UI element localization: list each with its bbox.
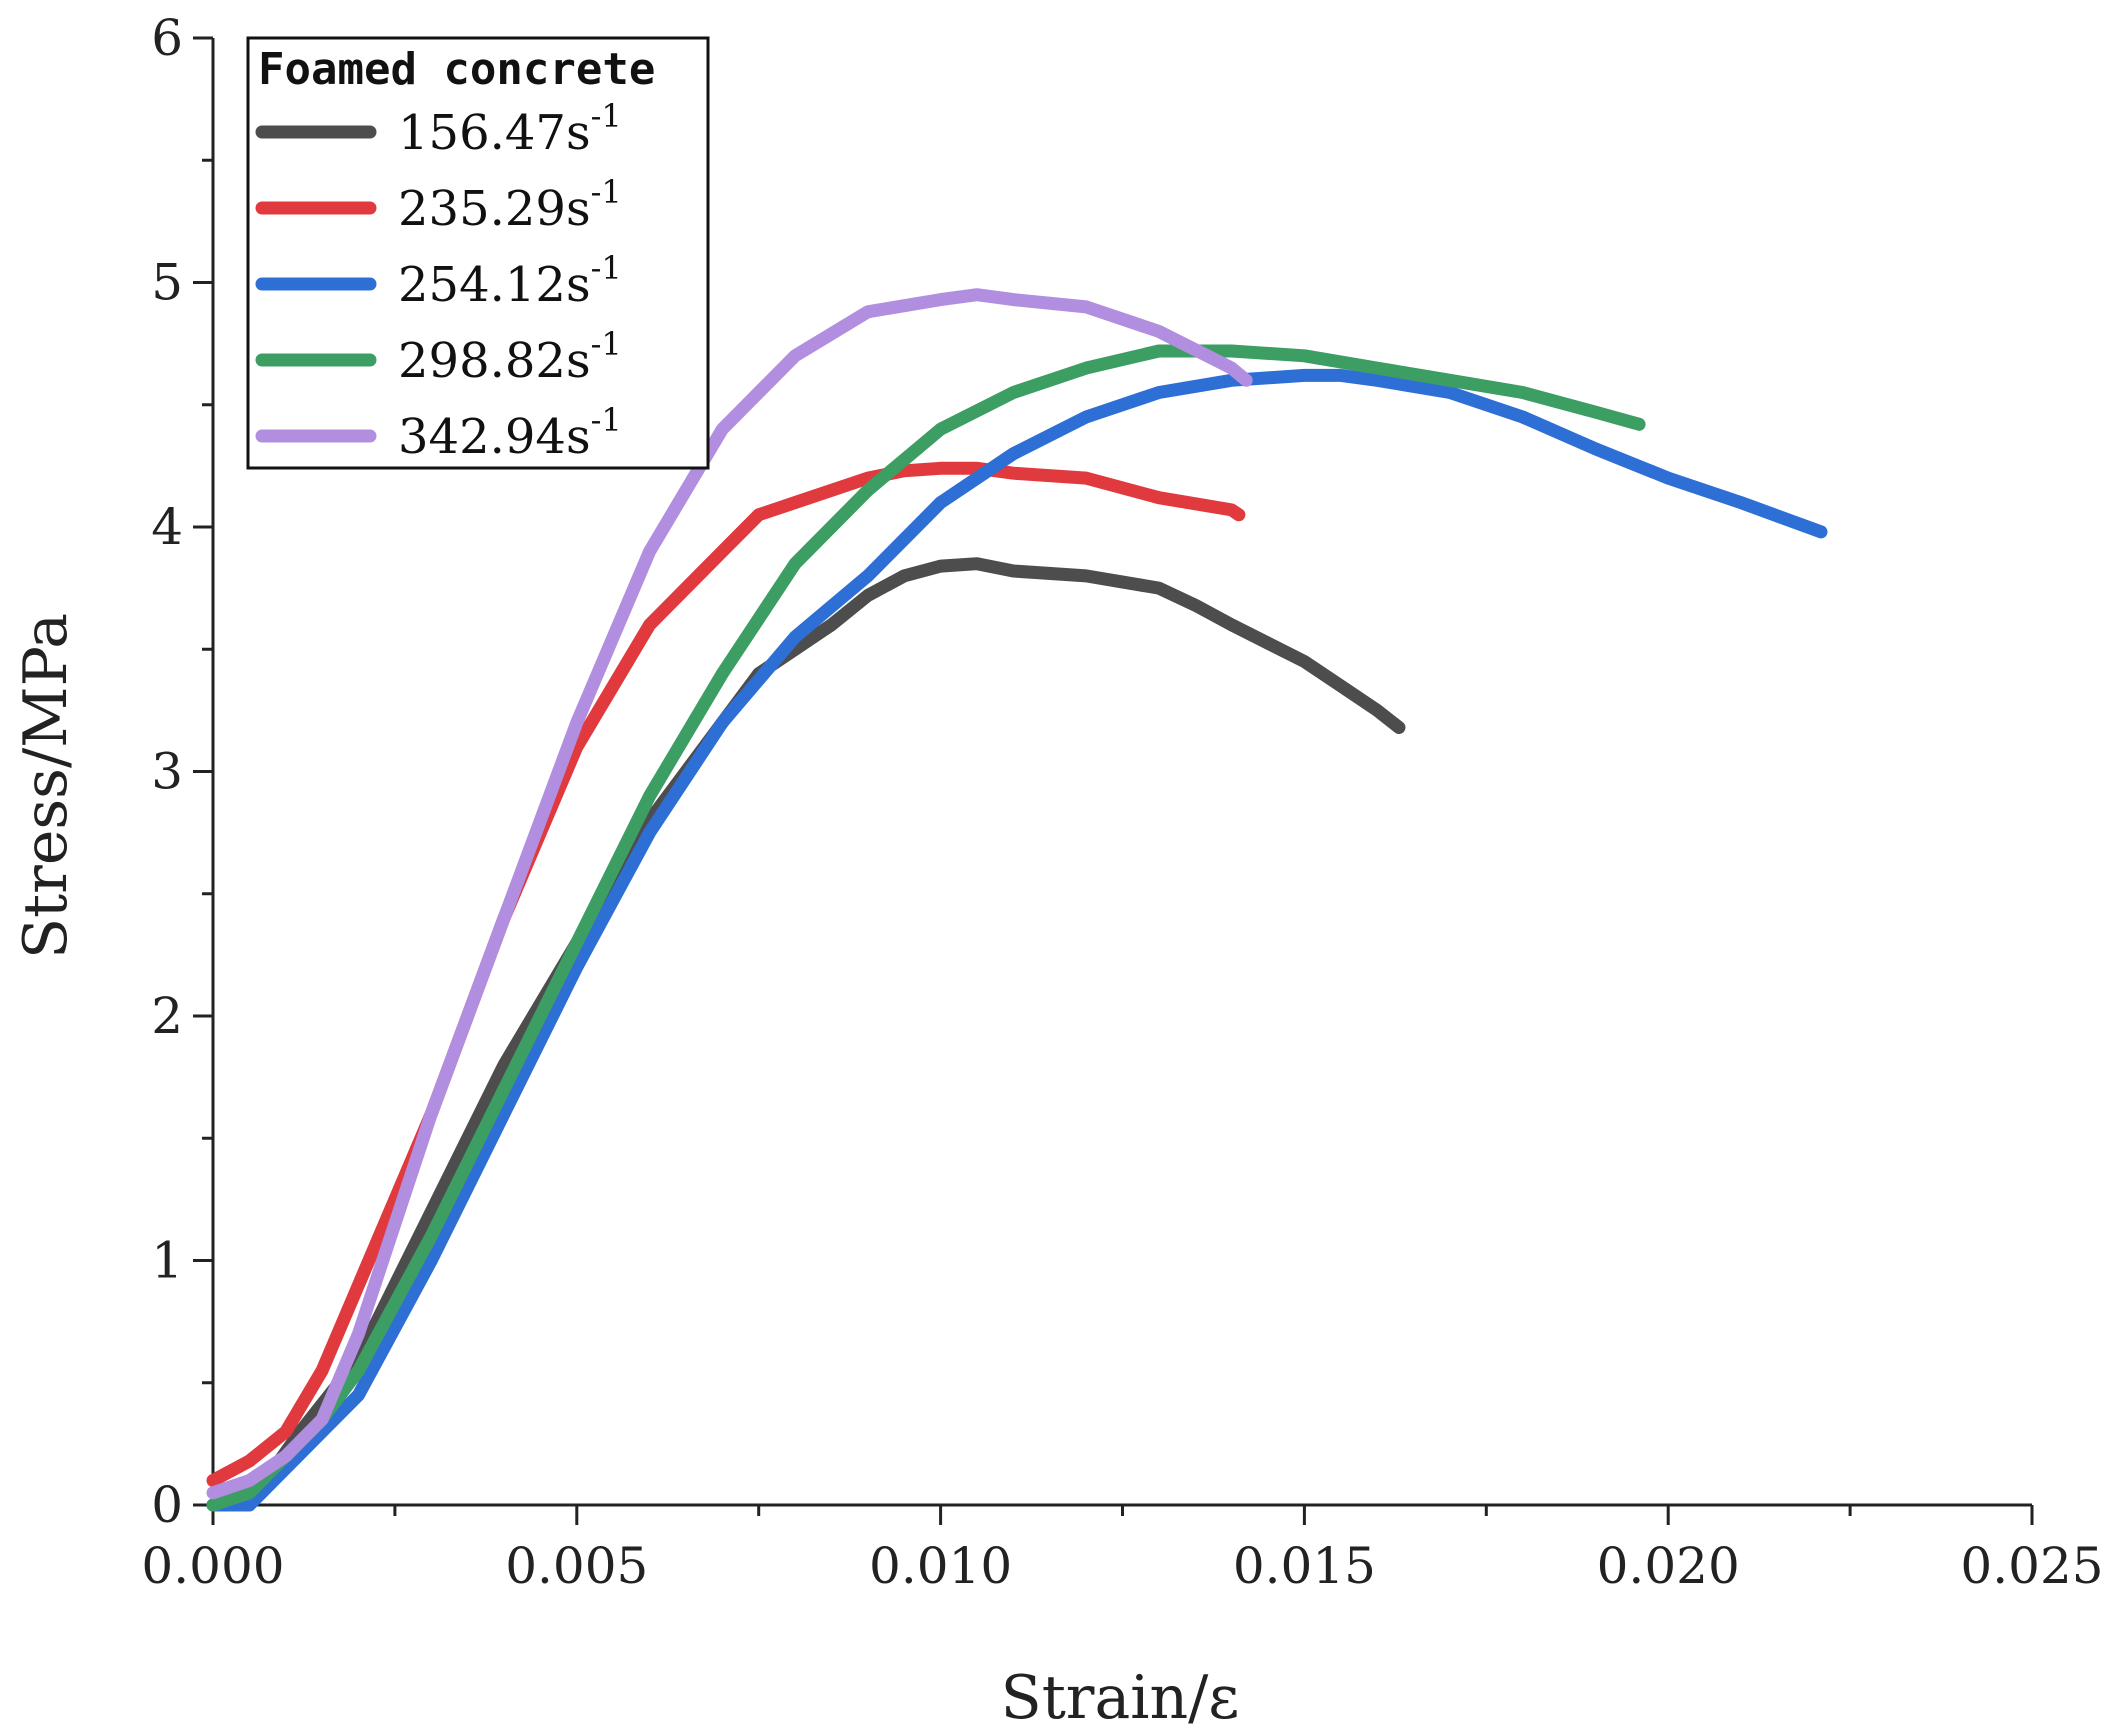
legend-label-1: 156.47s-1 (398, 97, 622, 161)
y-tick-label: 6 (151, 9, 183, 67)
x-tick-label: 0.000 (141, 1537, 284, 1595)
series-line-1 (206, 557, 1406, 1512)
y-tick-label: 0 (151, 1476, 183, 1534)
x-tick-label: 0.020 (1597, 1537, 1740, 1595)
legend-box (246, 36, 710, 470)
legend-label-5: 342.94s-1 (398, 401, 622, 465)
legend: Foamed concrete 156.47s-1 235.29s-1 254.12… (246, 36, 710, 470)
x-tick-label: 0.025 (1960, 1537, 2103, 1595)
series-line-3 (206, 368, 1828, 1512)
x-axis-title: Strain/ε (1001, 1663, 1240, 1733)
series-line-5 (206, 288, 1253, 1500)
x-tick-label: 0.015 (1233, 1537, 1376, 1595)
y-tick-label: 1 (151, 1232, 183, 1290)
x-tick-label: 0.005 (505, 1537, 648, 1595)
y-axis-title: Stress/MPa (11, 613, 81, 959)
legend-label-3: 254.12s-1 (398, 249, 622, 313)
legend-label-4: 298.82s-1 (398, 325, 622, 389)
axes: 0.000 0.005 0.010 0.015 0.020 0.025 0 1 2 3 4 5 6 (141, 9, 2103, 1595)
y-tick-label: 5 (151, 254, 183, 312)
series-layer (206, 288, 1828, 1512)
legend-label-2: 235.29s-1 (398, 173, 622, 237)
series-line-4 (206, 344, 1646, 1512)
y-tick-label: 2 (151, 987, 183, 1045)
x-tick-label: 0.010 (869, 1537, 1012, 1595)
y-tick-label: 3 (151, 743, 183, 801)
y-tick-label: 4 (151, 498, 183, 556)
series-line-2 (206, 461, 1246, 1487)
legend-title: Foamed concrete (258, 44, 655, 95)
